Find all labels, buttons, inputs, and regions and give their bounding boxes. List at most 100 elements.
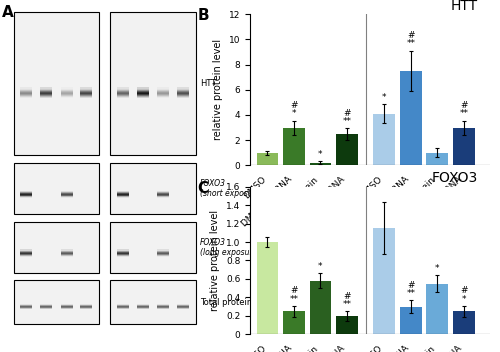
Bar — [117, 191, 129, 193]
Bar — [137, 87, 148, 89]
Bar — [137, 308, 148, 309]
Bar — [80, 308, 92, 309]
Bar — [20, 251, 32, 252]
Bar — [177, 90, 189, 92]
Bar — [40, 89, 52, 90]
Bar — [20, 93, 32, 95]
Bar — [177, 89, 189, 90]
Bar — [20, 253, 32, 254]
Text: *: * — [435, 264, 440, 273]
Bar — [80, 307, 92, 308]
Bar — [60, 255, 72, 256]
Bar — [158, 92, 169, 94]
Bar — [117, 307, 129, 308]
Y-axis label: relative protein level: relative protein level — [213, 39, 223, 140]
Bar — [117, 93, 129, 95]
Bar — [177, 305, 189, 306]
Bar — [40, 304, 52, 305]
Bar — [158, 305, 169, 306]
Bar — [20, 250, 32, 251]
Bar — [158, 93, 169, 95]
Bar — [117, 251, 129, 252]
Bar — [80, 305, 92, 306]
Bar — [20, 89, 32, 90]
Bar — [117, 88, 129, 90]
Bar — [40, 305, 52, 306]
Bar — [60, 94, 72, 95]
Bar — [20, 95, 32, 97]
Bar — [20, 306, 32, 307]
Bar — [80, 304, 92, 305]
Bar — [117, 306, 129, 307]
Bar — [20, 253, 32, 255]
Bar — [40, 307, 52, 308]
Bar — [20, 193, 32, 194]
Bar — [60, 252, 72, 253]
Bar — [60, 194, 72, 195]
Bar — [60, 93, 72, 95]
Bar — [158, 307, 169, 308]
Bar — [40, 96, 52, 98]
Bar — [177, 89, 189, 91]
Bar — [158, 306, 169, 307]
Bar — [137, 92, 148, 94]
Text: C: C — [197, 181, 208, 196]
Bar — [158, 250, 169, 252]
Bar — [60, 304, 72, 305]
Bar — [14, 163, 99, 214]
Bar — [60, 89, 72, 90]
Bar — [158, 191, 169, 192]
Bar — [158, 193, 169, 194]
Bar — [80, 306, 92, 307]
Bar — [60, 192, 72, 193]
Bar — [283, 128, 305, 165]
Bar — [117, 92, 129, 94]
Bar — [60, 308, 72, 309]
Bar — [60, 195, 72, 196]
Bar — [177, 94, 189, 96]
Bar — [137, 92, 148, 94]
Bar — [158, 191, 169, 193]
Bar — [60, 87, 72, 89]
Bar — [20, 94, 32, 96]
Bar — [158, 90, 169, 92]
Bar — [117, 304, 129, 305]
Bar — [158, 251, 169, 253]
Bar — [117, 304, 129, 305]
Bar — [20, 304, 32, 305]
Bar — [40, 93, 52, 94]
Bar — [20, 94, 32, 96]
Bar — [20, 191, 32, 192]
Bar — [117, 305, 129, 306]
Bar — [60, 191, 72, 193]
Bar — [40, 304, 52, 305]
Bar — [60, 253, 72, 254]
Bar — [453, 311, 474, 334]
Bar — [60, 253, 72, 254]
Bar — [453, 128, 474, 165]
Bar — [60, 307, 72, 308]
Bar — [137, 304, 148, 305]
Bar — [80, 95, 92, 97]
Bar — [20, 96, 32, 98]
Bar — [110, 12, 196, 155]
Bar — [158, 253, 169, 255]
Bar — [137, 305, 148, 306]
Bar — [20, 195, 32, 196]
Bar — [137, 95, 148, 98]
Bar — [117, 96, 129, 98]
Bar — [60, 192, 72, 193]
Bar — [60, 193, 72, 194]
Bar — [40, 308, 52, 309]
Bar — [158, 252, 169, 253]
Bar — [158, 307, 169, 308]
Bar — [60, 253, 72, 254]
Bar — [158, 196, 169, 197]
Bar — [40, 307, 52, 308]
Bar — [60, 304, 72, 305]
Bar — [60, 308, 72, 309]
Bar — [80, 305, 92, 306]
Bar — [336, 134, 358, 165]
Bar — [177, 93, 189, 95]
Bar — [60, 90, 72, 92]
